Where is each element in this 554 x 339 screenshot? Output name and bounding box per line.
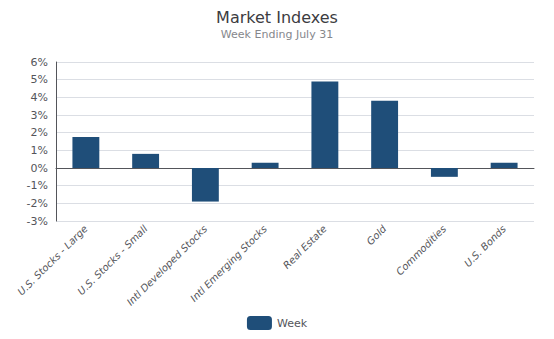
svg-text:Gold: Gold bbox=[364, 223, 388, 247]
svg-text:Market Indexes: Market Indexes bbox=[216, 8, 338, 27]
svg-text:U.S. Stocks - Large: U.S. Stocks - Large bbox=[15, 223, 90, 298]
svg-text:Week: Week bbox=[277, 317, 308, 330]
svg-text:U.S. Bonds: U.S. Bonds bbox=[462, 223, 508, 269]
svg-text:Real Estate: Real Estate bbox=[281, 223, 329, 271]
svg-text:0%: 0% bbox=[31, 162, 48, 175]
svg-text:2%: 2% bbox=[31, 126, 48, 139]
svg-text:6%: 6% bbox=[31, 56, 48, 69]
svg-text:Week Ending July 31: Week Ending July 31 bbox=[221, 28, 333, 41]
svg-text:U.S. Stocks - Small: U.S. Stocks - Small bbox=[75, 223, 150, 298]
svg-text:4%: 4% bbox=[31, 91, 48, 104]
svg-text:Intl Developed Stocks: Intl Developed Stocks bbox=[124, 223, 210, 308]
svg-text:-3%: -3% bbox=[27, 215, 48, 228]
svg-text:3%: 3% bbox=[31, 109, 48, 122]
svg-text:-2%: -2% bbox=[27, 197, 48, 210]
svg-text:1%: 1% bbox=[31, 144, 48, 157]
svg-text:Intl Emerging Stocks: Intl Emerging Stocks bbox=[188, 223, 269, 304]
svg-text:-1%: -1% bbox=[27, 179, 48, 192]
svg-text:Commodities: Commodities bbox=[394, 223, 448, 277]
svg-text:5%: 5% bbox=[31, 73, 48, 86]
